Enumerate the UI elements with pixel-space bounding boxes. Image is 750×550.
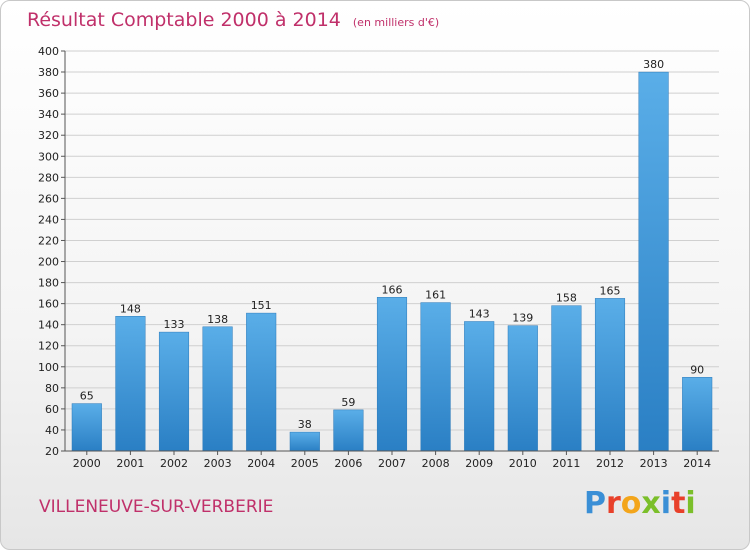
y-tick-label: 160 <box>38 298 59 311</box>
y-tick-label: 220 <box>38 234 59 247</box>
x-tick-label-2013: 2013 <box>640 457 668 470</box>
bar-2008 <box>420 302 451 452</box>
data-label-2014: 90 <box>690 363 704 376</box>
logo-letter: t <box>671 486 686 521</box>
title-row: Résultat Comptable 2000 à 2014 (en milli… <box>27 9 439 31</box>
proxiti-logo: Proxiti <box>584 486 696 521</box>
x-tick-label-2000: 2000 <box>73 457 101 470</box>
bar-2003 <box>202 326 233 452</box>
bar-2011 <box>551 305 582 452</box>
bar-2012 <box>594 298 626 452</box>
x-tick-label-2014: 2014 <box>683 457 711 470</box>
y-tick-label: 180 <box>38 277 59 290</box>
y-tick-label: 20 <box>45 445 59 458</box>
bar-2006 <box>333 409 364 452</box>
y-tick-label: 100 <box>38 361 59 374</box>
data-label-2007: 166 <box>382 283 403 296</box>
y-tick-label: 60 <box>45 403 59 416</box>
x-tick-label-2006: 2006 <box>334 457 362 470</box>
x-tick-label-2005: 2005 <box>291 457 319 470</box>
data-label-2013: 380 <box>643 58 664 71</box>
y-tick-label: 320 <box>38 129 59 142</box>
bar-2002 <box>158 331 190 452</box>
y-tick-label: 360 <box>38 87 59 100</box>
x-tick-label-2004: 2004 <box>247 457 275 470</box>
y-tick-label: 340 <box>38 108 59 121</box>
data-label-2010: 139 <box>512 312 533 325</box>
y-tick-label: 300 <box>38 150 59 163</box>
logo-letter: r <box>606 486 621 521</box>
bar-2004 <box>246 312 277 452</box>
y-tick-label: 400 <box>38 45 59 58</box>
x-tick-label-2009: 2009 <box>465 457 493 470</box>
logo-letter: i <box>685 486 696 521</box>
x-tick-label-2008: 2008 <box>422 457 450 470</box>
bar-2007 <box>376 297 408 452</box>
x-tick-label-2003: 2003 <box>204 457 232 470</box>
y-tick-label: 280 <box>38 171 59 184</box>
data-label-2002: 133 <box>164 318 185 331</box>
data-label-2006: 59 <box>341 396 355 409</box>
logo-letter: i <box>660 486 672 521</box>
data-label-2003: 138 <box>207 313 228 326</box>
x-tick-label-2007: 2007 <box>378 457 406 470</box>
data-label-2011: 158 <box>556 292 577 305</box>
data-label-2009: 143 <box>469 308 490 321</box>
x-axis: 2000 2001 2002 2003 2004 2005 2006 2007 2008 2009… <box>65 450 719 470</box>
logo-letter: P <box>584 486 606 521</box>
x-tick-label-2002: 2002 <box>160 457 188 470</box>
y-axis: 20 40 60 80 100 120 140 160 180 200 220 240 260 280 30… <box>38 45 66 458</box>
data-label-2000: 65 <box>80 390 94 403</box>
bar-2001 <box>115 316 146 452</box>
data-label-2012: 165 <box>600 284 621 297</box>
bar-2005 <box>289 431 320 452</box>
x-tick-label-2010: 2010 <box>509 457 537 470</box>
y-tick-label: 40 <box>45 424 59 437</box>
y-tick-label: 120 <box>38 340 59 353</box>
bar-2000 <box>71 403 102 452</box>
logo-letter: o <box>620 486 642 521</box>
bar-2013 <box>638 71 669 452</box>
y-tick-label: 380 <box>38 66 59 79</box>
x-tick-label-2001: 2001 <box>116 457 144 470</box>
x-tick-label-2011: 2011 <box>552 457 580 470</box>
data-label-2004: 151 <box>251 299 272 312</box>
bar-2010 <box>507 325 538 452</box>
data-label-2001: 148 <box>120 302 141 315</box>
y-tick-label: 140 <box>38 319 59 332</box>
town-name: VILLENEUVE-SUR-VERBERIE <box>39 497 274 517</box>
bar-2009 <box>464 321 495 452</box>
chart-subtitle: (en milliers d'€) <box>352 16 440 29</box>
y-tick-label: 80 <box>45 382 59 395</box>
x-tick-label-2012: 2012 <box>596 457 624 470</box>
data-label-2005: 38 <box>298 418 312 431</box>
logo-letter: x <box>641 486 661 521</box>
bars: 65 148 133 138 151 38 59 166 161 143 139 158 165 380 9… <box>71 58 713 452</box>
bar-2014 <box>682 377 713 452</box>
y-tick-label: 200 <box>38 256 59 269</box>
y-tick-label: 240 <box>38 213 59 226</box>
data-label-2008: 161 <box>425 289 446 302</box>
chart-title: Résultat Comptable 2000 à 2014 <box>27 9 341 31</box>
y-tick-label: 260 <box>38 192 59 205</box>
